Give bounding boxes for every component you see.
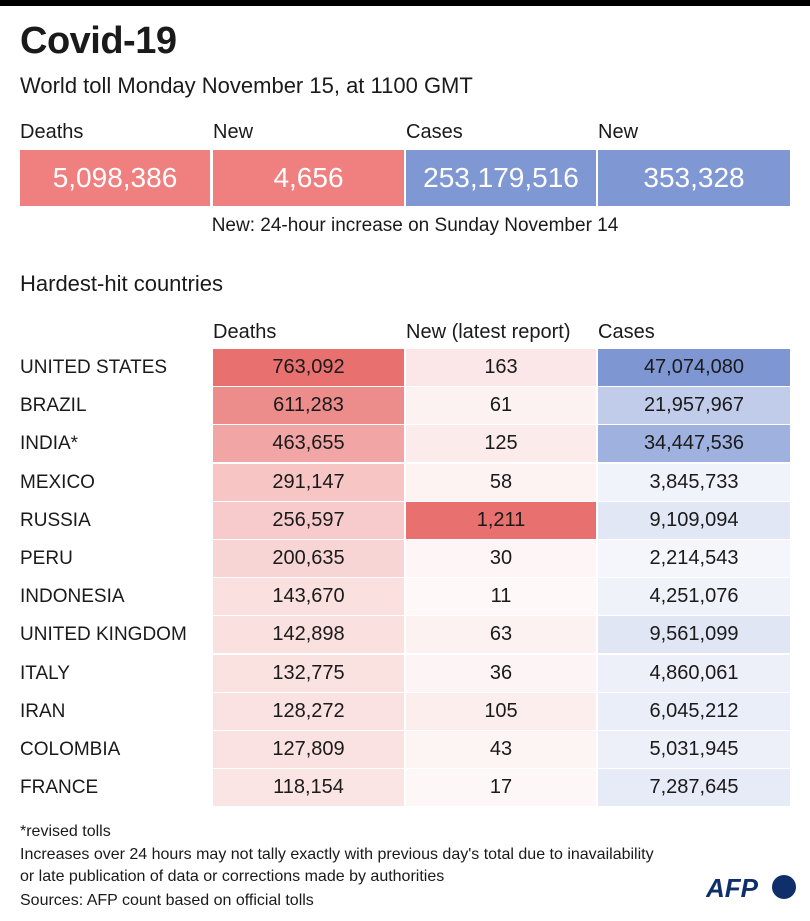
table-row: BRAZIL 611,283 61 21,957,967 — [0, 387, 810, 425]
table-row: IRAN 128,272 105 6,045,212 — [0, 692, 810, 731]
new-deaths-cell: 61 — [406, 387, 596, 425]
deaths-cell: 763,092 — [213, 349, 404, 386]
cases-cell: 9,109,094 — [598, 501, 790, 539]
sources-note: Sources: AFP count based on official tol… — [20, 892, 314, 909]
deaths-label: Deaths — [20, 121, 84, 143]
deaths-cell: 128,272 — [213, 692, 404, 730]
new-deaths-cell: 11 — [406, 578, 596, 616]
afp-logo-text: AFP — [706, 873, 759, 902]
country-name: ITALY — [20, 662, 70, 684]
new-deaths-cell: 125 — [406, 425, 596, 463]
cases-label: Cases — [406, 121, 463, 143]
page-subtitle: World toll Monday November 15, at 1100 G… — [20, 73, 473, 98]
country-name: UNITED STATES — [20, 357, 168, 378]
country-name: BRAZIL — [20, 395, 87, 417]
new-cases-total: 353,328 — [598, 150, 790, 206]
cases-cell: 34,447,536 — [598, 425, 790, 463]
footnote-line-1: Increases over 24 hours may not tally ex… — [20, 846, 654, 863]
footnote-line-2: or late publication of data or correctio… — [20, 868, 445, 885]
new-deaths-cell: 163 — [406, 349, 596, 386]
new-deaths-cell: 58 — [406, 463, 596, 501]
deaths-cell: 132,775 — [213, 654, 404, 692]
deaths-cell: 200,635 — [213, 540, 404, 577]
cases-cell: 7,287,645 — [598, 769, 790, 807]
country-name: RUSSIA — [20, 509, 91, 531]
new-deaths-cell: 17 — [406, 769, 596, 807]
top-rule — [0, 0, 810, 6]
deaths-cell: 291,147 — [213, 463, 404, 501]
cases-cell: 6,045,212 — [598, 692, 790, 730]
table-row: INDONESIA 143,670 11 4,251,076 — [0, 578, 810, 616]
table-row: INDIA* 463,655 125 34,447,536 — [0, 425, 810, 463]
column-header-cases: Cases — [598, 321, 655, 343]
cases-cell: 4,251,076 — [598, 578, 790, 616]
country-name: COLOMBIA — [20, 739, 121, 760]
new-cases-label: New — [598, 121, 639, 143]
country-name: PERU — [20, 548, 73, 569]
country-name: UNITED KINGDOM — [20, 624, 187, 646]
deaths-cell: 463,655 — [213, 425, 404, 463]
deaths-cell: 256,597 — [213, 501, 404, 539]
new-deaths-label: New — [213, 121, 254, 143]
cases-cell: 3,845,733 — [598, 463, 790, 501]
deaths-cell: 611,283 — [213, 387, 404, 425]
table-row: MEXICO 291,147 58 3,845,733 — [0, 463, 810, 502]
new-deaths-total: 4,656 — [213, 150, 404, 206]
afp-logo: AFP — [706, 873, 796, 902]
table-row: UNITED KINGDOM 142,898 63 9,561,099 — [0, 616, 810, 654]
new-deaths-cell: 105 — [406, 692, 596, 730]
new-deaths-cell: 1,211 — [406, 501, 596, 539]
country-name: INDONESIA — [20, 586, 125, 608]
new-deaths-cell: 43 — [406, 731, 596, 768]
table-row: FRANCE 118,154 17 7,287,645 — [0, 769, 810, 807]
section-title: Hardest-hit countries — [20, 271, 223, 296]
deaths-total: 5,098,386 — [20, 150, 210, 206]
deaths-cell: 142,898 — [213, 616, 404, 654]
table-row: COLOMBIA 127,809 43 5,031,945 — [0, 731, 810, 769]
new-deaths-cell: 63 — [406, 616, 596, 654]
deaths-cell: 118,154 — [213, 769, 404, 807]
footnote-revised: *revised tolls — [20, 823, 111, 840]
cases-cell: 9,561,099 — [598, 616, 790, 654]
new-deaths-cell: 30 — [406, 540, 596, 577]
cases-cell: 21,957,967 — [598, 387, 790, 425]
page-title: Covid-19 — [20, 20, 177, 62]
new-deaths-cell: 36 — [406, 654, 596, 692]
cases-cell: 4,860,061 — [598, 654, 790, 692]
table-row: ITALY 132,775 36 4,860,061 — [0, 654, 810, 693]
new-definition-note: New: 24-hour increase on Sunday November… — [211, 215, 619, 236]
cases-cell: 2,214,543 — [598, 540, 790, 577]
deaths-cell: 143,670 — [213, 578, 404, 616]
column-header-deaths: Deaths — [213, 321, 277, 343]
country-name: FRANCE — [20, 777, 99, 799]
deaths-cell: 127,809 — [213, 731, 404, 768]
table-row: UNITED STATES 763,092 163 47,074,080 — [0, 349, 810, 387]
table-row: PERU 200,635 30 2,214,543 — [0, 540, 810, 578]
cases-cell: 5,031,945 — [598, 731, 790, 768]
cases-cell: 47,074,080 — [598, 349, 790, 386]
country-name: INDIA* — [20, 433, 79, 455]
cases-total: 253,179,516 — [406, 150, 596, 206]
column-header-new: New (latest report) — [406, 321, 571, 343]
table-row: RUSSIA 256,597 1,211 9,109,094 — [0, 501, 810, 540]
country-name: IRAN — [20, 700, 66, 722]
country-name: MEXICO — [20, 471, 95, 493]
afp-logo-circle — [772, 875, 796, 899]
